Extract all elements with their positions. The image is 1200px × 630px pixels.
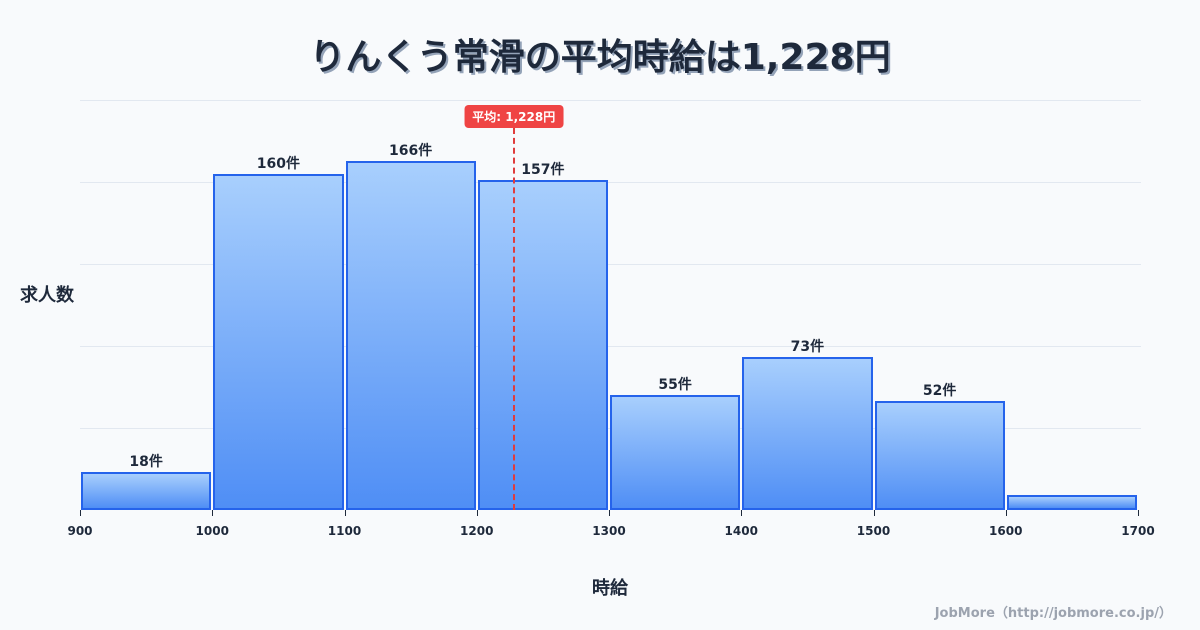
gridline [80, 100, 1141, 101]
bar-value-label: 157件 [521, 162, 565, 179]
bar-value-label: 18件 [129, 454, 163, 471]
x-tick-label: 900 [67, 524, 93, 538]
bar-value-label: 166件 [389, 143, 433, 160]
x-axis-label: 時給 [592, 578, 628, 599]
gridline [80, 346, 1141, 347]
histogram-bar [874, 400, 1005, 510]
x-tick-label: 1300 [592, 524, 626, 538]
x-tick [476, 510, 478, 516]
x-tick [1005, 510, 1007, 516]
x-tick-label: 1000 [195, 524, 229, 538]
x-tick-label: 1600 [989, 524, 1023, 538]
x-tick [741, 510, 743, 516]
histogram-bar [477, 180, 608, 510]
footer-credit: JobMore（http://jobmore.co.jp/） [934, 606, 1172, 621]
histogram-bar [610, 394, 741, 510]
mean-badge: 平均: 1,228円 [464, 105, 564, 128]
x-tick [212, 510, 214, 516]
gridline [80, 264, 1141, 265]
x-tick [80, 510, 81, 516]
bar-value-label: 160件 [256, 156, 300, 172]
bar-value-label: 73件 [790, 338, 825, 355]
x-tick-label: 1400 [724, 524, 758, 538]
chart-title: りんくう常滑の平均時給は1,228円 [309, 37, 891, 78]
histogram-bar [81, 472, 212, 510]
histogram-bar [345, 161, 476, 510]
y-axis-label: 求人数 [20, 285, 74, 306]
gridline [80, 182, 1141, 183]
bar-value-label: 52件 [922, 382, 957, 399]
histogram-bar [1006, 495, 1137, 510]
bar-value-label: 55件 [658, 376, 692, 393]
histogram-bar [213, 174, 344, 510]
histogram-bar [742, 356, 873, 510]
x-tick [1138, 510, 1139, 516]
mean-line [512, 128, 515, 510]
x-tick-label: 1100 [327, 524, 362, 538]
x-tick-label: 1200 [460, 524, 494, 538]
x-tick [609, 510, 610, 516]
x-tick [344, 510, 346, 516]
x-tick [873, 510, 875, 516]
x-tick-label: 1500 [856, 524, 891, 538]
x-tick-label: 1700 [1121, 524, 1155, 538]
